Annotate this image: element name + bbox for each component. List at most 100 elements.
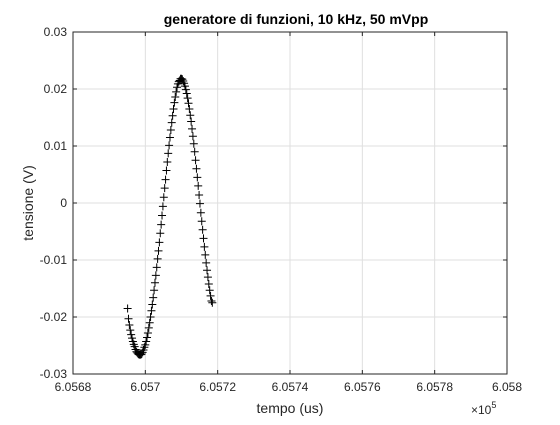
data-point	[202, 258, 211, 267]
data-point	[165, 141, 174, 150]
data-point	[171, 92, 180, 101]
data-point	[173, 83, 182, 92]
data-point	[201, 250, 210, 259]
x-tick-label: 6.0574	[272, 380, 309, 394]
data-point	[206, 291, 215, 300]
x-tick-label: 6.057	[130, 380, 160, 394]
data-point	[128, 334, 137, 343]
data-markers	[123, 74, 217, 359]
data-point	[156, 229, 165, 238]
data-point	[125, 320, 134, 329]
data-point	[203, 266, 212, 275]
data-point	[181, 85, 190, 94]
data-point	[149, 293, 158, 302]
data-point	[124, 314, 133, 323]
data-point	[157, 220, 166, 229]
y-tick-label: -0.02	[40, 310, 68, 324]
data-point	[159, 193, 168, 202]
data-point	[186, 111, 195, 120]
data-point	[151, 271, 160, 280]
data-point	[126, 326, 135, 335]
data-point	[155, 238, 164, 247]
data-point	[147, 306, 156, 315]
data-point	[183, 94, 192, 103]
data-point	[143, 333, 152, 342]
data-point	[191, 156, 200, 165]
data-point	[208, 298, 217, 307]
data-point	[185, 104, 194, 113]
data-point	[153, 254, 162, 263]
data-point	[190, 147, 199, 156]
y-tick-label: 0.01	[44, 139, 68, 153]
data-point	[158, 202, 167, 211]
y-tick-label: 0.03	[44, 25, 68, 39]
data-point	[141, 340, 150, 349]
axis-ticks: 6.0568 6.057 6.0572 6.0574 6.0576 6.0578 6.058…	[40, 25, 523, 394]
x-axis-label: tempo (us)	[257, 400, 324, 416]
data-point	[123, 304, 132, 313]
data-point	[198, 225, 207, 234]
data-point	[188, 132, 197, 141]
x-tick-label: 6.0578	[416, 380, 453, 394]
data-point	[148, 300, 157, 309]
data-point	[194, 181, 203, 190]
data-point	[165, 133, 174, 142]
data-point	[172, 87, 181, 96]
x-axis-exponent-base: ×10	[471, 403, 492, 417]
data-point	[204, 279, 213, 288]
data-point	[178, 75, 187, 84]
data-point	[170, 98, 179, 107]
data-point	[166, 126, 175, 135]
x-tick-label: 6.058	[492, 380, 522, 394]
y-tick-label: -0.03	[40, 367, 68, 381]
data-point	[184, 99, 193, 108]
chart-title: generatore di funzioni, 10 kHz, 50 mVpp	[164, 11, 429, 27]
data-point	[161, 175, 170, 184]
data-point	[187, 117, 196, 126]
y-tick-label: -0.01	[40, 253, 68, 267]
x-tick-label: 6.0572	[199, 380, 236, 394]
data-point	[167, 118, 176, 127]
data-point	[162, 166, 171, 175]
data-point	[150, 286, 159, 295]
data-point	[205, 286, 214, 295]
data-point	[152, 263, 161, 272]
data-point	[195, 199, 204, 208]
data-point	[144, 323, 153, 332]
x-axis-exponent: ×105	[471, 400, 496, 417]
data-point	[189, 139, 198, 148]
y-tick-label: 0	[60, 196, 67, 210]
data-point	[169, 104, 178, 113]
y-tick-label: 0.02	[44, 82, 68, 96]
data-point	[164, 149, 173, 158]
data-point	[203, 273, 212, 282]
data-point	[207, 297, 216, 306]
data-point	[188, 124, 197, 133]
data-point	[146, 313, 155, 321]
data-point	[199, 234, 208, 243]
data-point	[160, 184, 169, 193]
data-point	[192, 164, 201, 173]
x-axis-exponent-power: 5	[491, 400, 496, 410]
data-point	[143, 328, 152, 337]
grid	[72, 31, 508, 375]
data-point	[127, 330, 136, 339]
data-point	[182, 89, 191, 98]
data-point	[158, 211, 167, 220]
data-point	[168, 111, 177, 120]
data-point	[142, 337, 151, 346]
data-point	[180, 82, 189, 91]
data-point	[137, 350, 146, 359]
x-tick-label: 6.0568	[55, 380, 92, 394]
data-point	[200, 242, 209, 251]
data-point	[163, 157, 172, 166]
data-point	[193, 173, 202, 182]
data-point	[195, 191, 204, 200]
x-tick-label: 6.0576	[344, 380, 381, 394]
data-point	[197, 217, 206, 226]
data-point	[196, 208, 205, 217]
data-point	[150, 278, 159, 287]
y-axis-label: tensione (V)	[20, 165, 36, 240]
